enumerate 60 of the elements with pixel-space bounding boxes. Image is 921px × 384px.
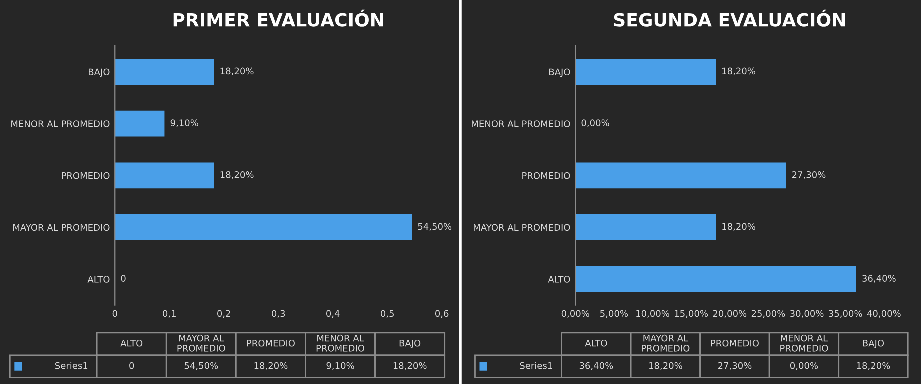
x-tick-label: 0,4 [326, 310, 340, 318]
y-tick-label: MAYOR AL PROMEDIO [14, 224, 110, 232]
category-label: ALTO [120, 340, 143, 347]
y-tick-label: MENOR AL PROMEDIO [12, 120, 110, 128]
x-tick-label: 0,6 [435, 310, 449, 318]
text: 18,20% [254, 362, 288, 370]
x-tick-label: 15,00% [675, 310, 708, 318]
x-tick-label: 0,2 [218, 310, 230, 318]
x-tick-label: 0 [112, 310, 118, 318]
x-tick-label: 5,00% [600, 310, 628, 318]
y-tick-label: PROMEDIO [62, 172, 110, 180]
category-label: MAYOR AL PROMEDIO [178, 334, 226, 352]
category-label: MENOR AL PROMEDIO [780, 334, 828, 352]
category-label: MENOR AL PROMEDIO [316, 334, 365, 352]
y-tick-label: BAJO [89, 68, 110, 78]
text: 18,20% [649, 362, 682, 370]
x-tick-label: 0,3 [272, 310, 286, 318]
text: Series1 [520, 362, 552, 370]
data-label: 0 [121, 275, 126, 282]
data-label: 54,50% [418, 223, 452, 232]
data-label: 9,10% [170, 120, 198, 128]
x-tick-label: 0,5 [381, 310, 394, 318]
chart-title: SEGUNDA EVALUACIÓN [614, 10, 846, 27]
category-label: PROMEDIO [247, 340, 295, 347]
category-label: ALTO [585, 340, 608, 347]
category-label: MAYOR AL PROMEDIO [642, 334, 690, 352]
text: 36,40% [580, 362, 614, 370]
data-label: 18,20% [722, 223, 756, 232]
x-tick-label: 20,00% [713, 310, 747, 318]
x-tick-label: 35,00% [829, 310, 862, 318]
text: 18,20% [857, 362, 890, 370]
category-label: PROMEDIO [711, 340, 759, 347]
data-label: 18,20% [722, 68, 756, 76]
text: Series1 [55, 362, 88, 370]
data-label: 18,20% [220, 171, 254, 180]
text: 18,20% [394, 362, 427, 370]
text: 27,30% [718, 362, 752, 370]
text: 0,00% [790, 362, 818, 370]
x-tick-label: 0,00% [562, 310, 590, 318]
y-tick-label: BAJO [550, 68, 570, 78]
chart-title: PRIMER EVALUACIÓN [174, 10, 384, 27]
x-tick-label: 25,00% [752, 310, 786, 318]
data-label: 27,30% [792, 171, 826, 180]
y-tick-label: ALTO [88, 276, 110, 283]
y-tick-label: MAYOR AL PROMEDIO [474, 224, 570, 232]
text: 54,50% [184, 362, 218, 370]
x-tick-label: 30,00% [790, 310, 824, 318]
x-tick-label: 40,00% [867, 310, 901, 318]
x-tick-label: 10,00% [636, 310, 670, 318]
data-label: 36,40% [862, 275, 896, 283]
text: 0 [130, 362, 134, 370]
y-tick-label: PROMEDIO [522, 172, 570, 180]
x-tick-label: 0,1 [163, 310, 176, 318]
category-label: BAJO [863, 340, 884, 348]
data-label: 18,20% [220, 68, 254, 76]
category-label: BAJO [400, 340, 421, 348]
text: 9,10% [326, 362, 354, 370]
y-tick-label: ALTO [548, 276, 570, 283]
data-label: 0,00% [582, 120, 610, 128]
y-tick-label: MENOR AL PROMEDIO [472, 120, 570, 128]
